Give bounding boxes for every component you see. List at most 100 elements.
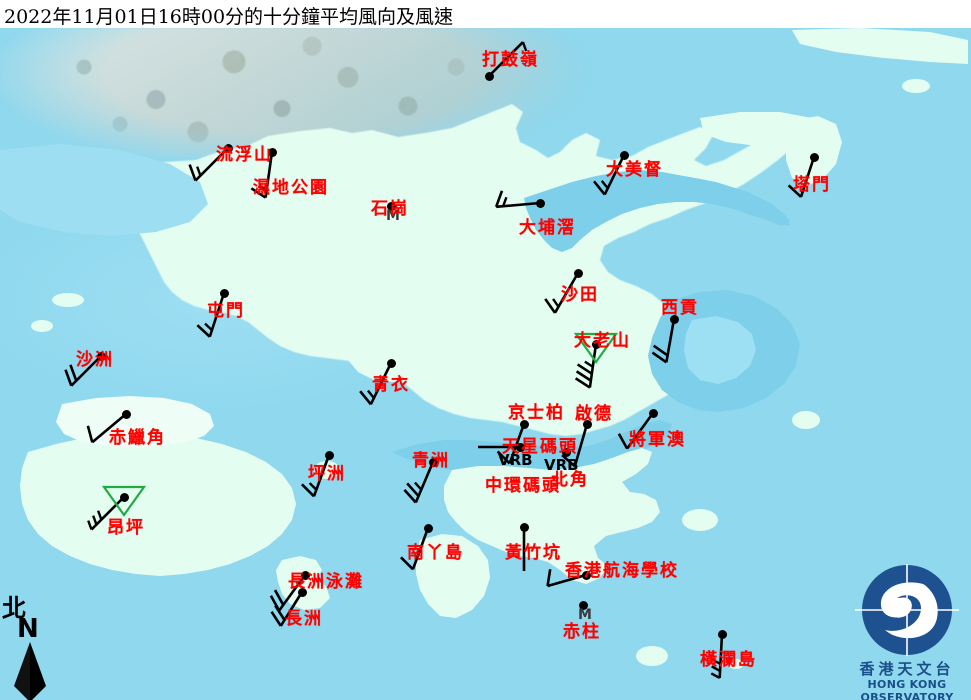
wind-barb-icon [270,591,304,627]
hko-logo: 香港天文台 HONG KONG OBSERVATORY [845,562,969,700]
wind-barb-icon [787,156,816,198]
wind-barb-icon [250,151,274,199]
station-label: 沙田 [561,285,599,305]
station-dot [387,359,396,368]
station-label: 天星碼頭 [502,437,578,457]
wind-barb-icon [301,454,331,498]
wind-barb-icon [488,41,528,77]
station-dot [122,410,131,419]
station-dot [220,289,229,298]
hko-logo-icon [855,564,959,656]
station-dot [301,571,310,580]
station-label: 長洲泳灘 [288,572,364,592]
station-label: 赤柱 [563,622,601,642]
wind-barb-icon [188,147,229,182]
station-dot [325,451,334,460]
compass-north-cn: 北 [2,593,26,622]
wind-barb-icon [478,445,520,449]
wind-barb-icon [64,355,102,387]
land-tung-ping-chau [902,79,930,93]
land-tung-lung [682,509,718,531]
wind-barb-icon [544,272,580,314]
station-dot [429,458,438,467]
station-dot [620,151,629,160]
wind-barb-icon [546,569,587,588]
gale-warning-triangle-icon [573,332,619,364]
station-dot [424,524,433,533]
wind-barb-icon [574,343,598,389]
station-label: 赤鱲角 [109,428,166,448]
station-label: 香港航海學校 [565,561,679,581]
water-tolo-channel [600,176,790,226]
land-po-toi [636,646,668,666]
wind-barb-icon [522,527,526,571]
station-label: 南丫島 [407,543,464,563]
station-dot [97,352,106,361]
station-dot [583,420,592,429]
land-lantau-island [20,432,296,576]
wind-barb-icon [617,412,655,450]
land-waglan [728,659,744,669]
station-label: 將軍澳 [629,430,686,450]
wind-barb-icon [359,362,393,406]
station-label: 大埔滘 [519,218,576,238]
land-tsing-yi [348,334,430,382]
station-dot [268,148,277,157]
station-dot [574,269,583,278]
land-shenzhen-east [792,28,968,64]
station-dot [579,601,588,610]
station-label: 京士柏 [508,403,565,423]
land-chek-lap-kok [56,396,214,448]
station-label: 青衣 [372,375,410,395]
water-sai-kung-bay [684,316,756,384]
station-label: 打鼓嶺 [482,50,539,70]
land-lamma-island [416,534,490,618]
land-sha-chau [52,293,84,307]
station-dot [810,153,819,162]
station-label: 青洲 [412,451,450,471]
title-bar: 2022年11月01日16時00分的十分鐘平均風向及風速 [0,0,971,28]
compass-north-en: N [17,614,39,644]
gale-warning-triangle-icon [101,485,147,517]
station-label: 北角 [551,470,589,490]
station-label: 石崗 [371,199,409,219]
missing-data-flag: M [386,208,400,224]
station-label: 啟德 [575,404,613,424]
station-dot [520,420,529,429]
wind-barb-icon [494,190,541,209]
station-label: 昂坪 [107,518,145,538]
hko-logo-text-en: HONG KONG OBSERVATORY [860,678,954,700]
station-dot [582,571,591,580]
wind-barb-icon [403,461,435,504]
wind-barb-icon [593,154,626,196]
land-peng-chau [314,461,340,479]
station-dot [592,340,601,349]
station-dot [536,199,545,208]
station-label: 濕地公園 [253,178,329,198]
station-label: 西貢 [661,298,699,318]
station-label: 大美督 [606,160,663,180]
wind-barb-icon [710,633,724,679]
wind-barb-icon [561,423,589,468]
variable-wind-flag: VRB [498,451,533,469]
station-label: 黃竹坑 [505,543,562,563]
land-hong-kong-island [444,448,660,584]
station-dot [718,630,727,639]
station-label: 長洲 [285,609,323,629]
station-label: 橫瀾島 [700,650,757,670]
page-title: 2022年11月01日16時00分的十分鐘平均風向及風速 [4,6,454,28]
station-dot [516,443,525,452]
compass-rose: 北 N [2,588,62,700]
wind-barb-icon [651,318,676,364]
land-plover-cove [700,112,826,146]
wind-barb-icon [87,496,125,531]
wind-barb-icon [196,292,226,338]
wind-barb-icon [400,527,430,571]
station-label: 屯門 [207,301,245,321]
station-label: 流浮山 [216,145,273,165]
station-dot [224,144,233,153]
station-dot [387,202,396,211]
land-ninepin [792,411,820,429]
